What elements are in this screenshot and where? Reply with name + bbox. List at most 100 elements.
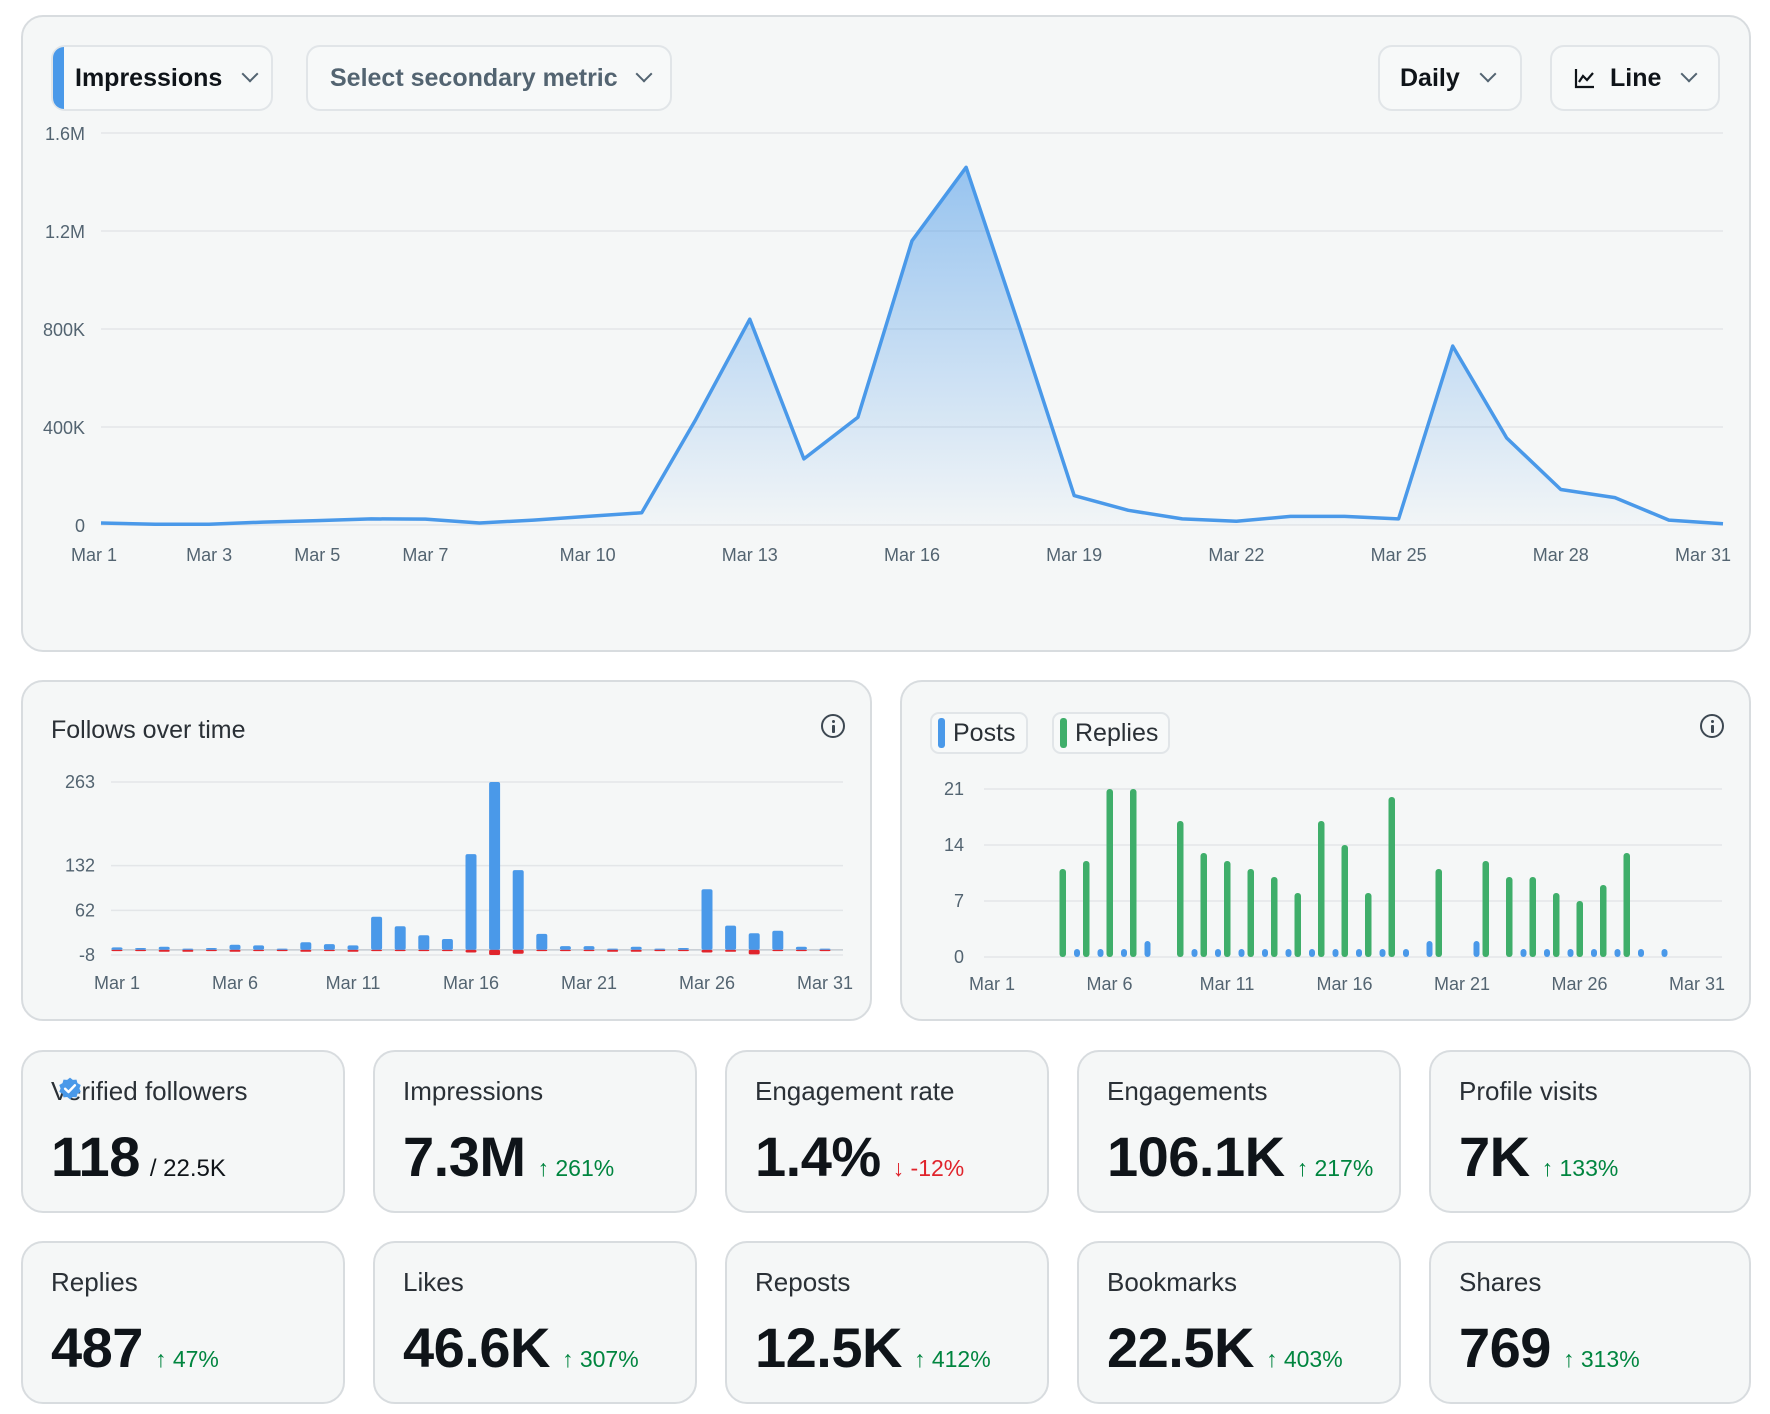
unfollows-bar [795, 949, 807, 952]
replies-bar [1294, 893, 1301, 957]
x-tick-label: Mar 1 [94, 973, 140, 993]
unfollows-bar [772, 949, 784, 952]
stat-value: 118 [51, 1125, 140, 1188]
stat-card-engagements[interactable]: Engagements 106.1K ↑ 217% [1077, 1050, 1401, 1213]
unfollows-bar [607, 949, 619, 952]
follows-bar [205, 947, 217, 950]
stat-label: Reposts [755, 1267, 851, 1297]
interval-dropdown[interactable]: Daily [1378, 45, 1522, 111]
replies-bar [1130, 789, 1137, 957]
follows-bar [489, 782, 501, 950]
stat-label: Impressions [403, 1076, 544, 1106]
stat-change: ↑ 412% [913, 1346, 991, 1372]
follows-bar [300, 942, 312, 950]
follows-bar [725, 925, 737, 950]
follows-bar [253, 945, 265, 950]
unfollows-bar [630, 949, 642, 952]
follows-bar [772, 930, 784, 950]
follows-bar [559, 946, 571, 950]
x-tick-label: Mar 5 [294, 545, 340, 565]
posts-bar [1238, 949, 1245, 957]
stat-value: 106.1K [1107, 1125, 1285, 1188]
posts-bar [1638, 949, 1644, 957]
posts-bar [1591, 949, 1597, 957]
stat-card-impressions[interactable]: Impressions 7.3M ↑ 261% [373, 1050, 697, 1213]
x-tick-label: Mar 3 [186, 545, 232, 565]
primary-metric-color-bar [53, 47, 64, 109]
stat-change: ↑ 307% [561, 1346, 639, 1372]
x-tick-label: Mar 21 [1434, 974, 1490, 994]
y-tick-label: 62 [75, 900, 95, 920]
y-tick-label: 132 [65, 856, 95, 876]
follows-bar [819, 948, 831, 950]
follows-bar [418, 935, 430, 950]
follows-bar [323, 944, 335, 950]
stat-change: ↑ 217% [1296, 1155, 1374, 1181]
posts-bar [1614, 949, 1621, 957]
unfollows-bar [465, 949, 477, 953]
impressions-area [101, 167, 1723, 526]
stat-label: Verified followers [51, 1076, 248, 1106]
verified-badge-icon [59, 1077, 81, 1100]
posts-bar [1473, 941, 1480, 957]
stat-label: Shares [1459, 1267, 1542, 1297]
replies-bar [1529, 877, 1536, 957]
replies-bar [1224, 861, 1231, 957]
y-tick-label: 400K [43, 418, 85, 438]
stat-card-profile-visits[interactable]: Profile visits 7K ↑ 133% [1429, 1050, 1751, 1213]
stat-label: Likes [403, 1267, 464, 1297]
x-tick-label: Mar 19 [1046, 545, 1102, 565]
stat-card-verified-followers[interactable]: Verified followers 118 / 22.5K [21, 1050, 345, 1213]
follows-bar [111, 947, 123, 950]
stat-card-engagement-rate[interactable]: Engagement rate 1.4% ↓ -12% [725, 1050, 1049, 1213]
legend-posts[interactable]: Posts [930, 712, 1028, 754]
stat-value-row: 12.5K ↑ 412% [755, 1315, 991, 1380]
y-tick-label: 21 [944, 779, 964, 799]
stat-label: Bookmarks [1107, 1267, 1238, 1297]
follows-bar [583, 946, 595, 950]
posts-bar [1356, 949, 1362, 957]
replies-bar [1341, 845, 1348, 957]
x-tick-label: Mar 22 [1208, 545, 1264, 565]
posts-replies-chart-card: Posts Replies 0 7 14 21 Mar 1 Mar 6 Mar 11 Mar … [900, 680, 1751, 1021]
posts-bar [1544, 949, 1550, 957]
x-tick-label: Mar 31 [1675, 545, 1731, 565]
unfollows-bar [253, 949, 265, 952]
stat-change: ↑ 47% [154, 1346, 219, 1372]
stat-value-row: 7.3M ↑ 261% [403, 1124, 614, 1189]
legend-replies[interactable]: Replies [1052, 712, 1171, 754]
posts-bar [1379, 949, 1386, 957]
legend-posts-label: Posts [953, 718, 1016, 747]
unfollows-bar [158, 949, 170, 952]
stat-value-row: 7K ↑ 133% [1459, 1124, 1618, 1189]
follows-bar [677, 947, 689, 950]
line-chart-icon [1574, 69, 1594, 89]
stat-card-replies[interactable]: Replies 487 ↑ 47% [21, 1241, 345, 1404]
unfollows-bar [536, 949, 548, 952]
replies-bar [1553, 893, 1560, 957]
info-icon[interactable] [1700, 714, 1724, 738]
unfollows-bar [559, 949, 571, 952]
impressions-chart-card: Impressions Select secondary metric Dail… [21, 15, 1751, 652]
x-tick-label: Mar 11 [326, 973, 381, 993]
x-tick-label: Mar 16 [443, 973, 499, 993]
stat-card-reposts[interactable]: Reposts 12.5K ↑ 412% [725, 1241, 1049, 1404]
secondary-metric-dropdown[interactable]: Select secondary metric [306, 45, 672, 111]
impressions-line-chart: 0 400K 800K 1.2M 1.6M Mar 1 Mar 3 Mar 5 Mar 7 Mar… [43, 124, 1731, 565]
x-tick-label: Mar 16 [884, 545, 940, 565]
y-tick-label: 800K [43, 320, 85, 340]
stat-card-bookmarks[interactable]: Bookmarks 22.5K ↑ 403% [1077, 1241, 1401, 1404]
stat-card-likes[interactable]: Likes 46.6K ↑ 307% [373, 1241, 697, 1404]
y-tick-label: 1.2M [45, 222, 85, 242]
replies-bar [1388, 797, 1395, 957]
follows-bar [795, 946, 807, 950]
replies-bar [1623, 853, 1630, 957]
posts-bar [1262, 949, 1268, 957]
stat-card-shares[interactable]: Shares 769 ↑ 313% [1429, 1241, 1751, 1404]
info-icon[interactable] [821, 714, 845, 738]
primary-metric-dropdown[interactable]: Impressions [51, 45, 273, 111]
x-tick-label: Mar 13 [722, 545, 778, 565]
unfollows-bar [441, 949, 453, 952]
chart-type-dropdown[interactable]: Line [1550, 45, 1720, 111]
posts-bar [1661, 949, 1668, 957]
